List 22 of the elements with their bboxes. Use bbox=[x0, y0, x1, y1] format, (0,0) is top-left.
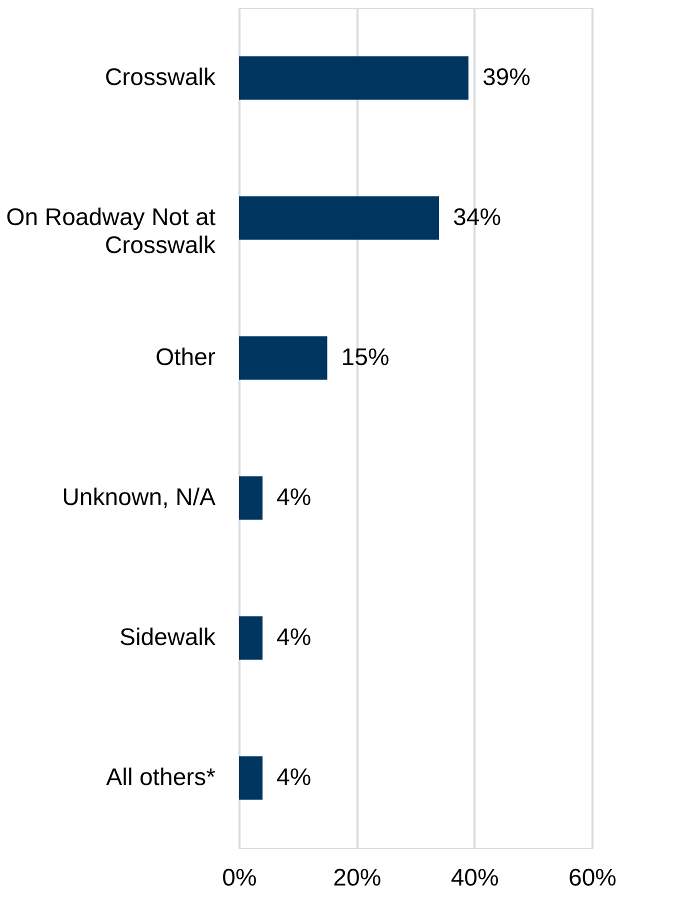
data-label: 4% bbox=[276, 624, 312, 651]
x-tick-label: 0% bbox=[222, 864, 257, 892]
y-tick-label: On Roadway Not at Crosswalk bbox=[6, 204, 216, 259]
data-label: 15% bbox=[341, 344, 390, 371]
bar bbox=[239, 196, 440, 240]
y-tick-label: Crosswalk bbox=[104, 64, 216, 91]
y-tick-label: Unknown, N/A bbox=[62, 484, 216, 511]
bar bbox=[239, 56, 468, 100]
data-label: 39% bbox=[482, 64, 530, 91]
data-label: 34% bbox=[453, 204, 502, 231]
x-tick-label: 60% bbox=[568, 864, 617, 892]
y-tick-label: Sidewalk bbox=[119, 624, 216, 651]
bar bbox=[239, 756, 263, 800]
bar bbox=[239, 616, 263, 660]
y-tick-label: All others* bbox=[106, 764, 216, 791]
x-tick-label: 40% bbox=[450, 864, 499, 892]
bar bbox=[239, 476, 263, 520]
y-tick-label: Other bbox=[155, 344, 216, 371]
data-label: 4% bbox=[276, 484, 312, 511]
bar bbox=[239, 336, 328, 380]
data-label: 4% bbox=[276, 764, 312, 791]
x-tick-label: 20% bbox=[333, 864, 382, 892]
